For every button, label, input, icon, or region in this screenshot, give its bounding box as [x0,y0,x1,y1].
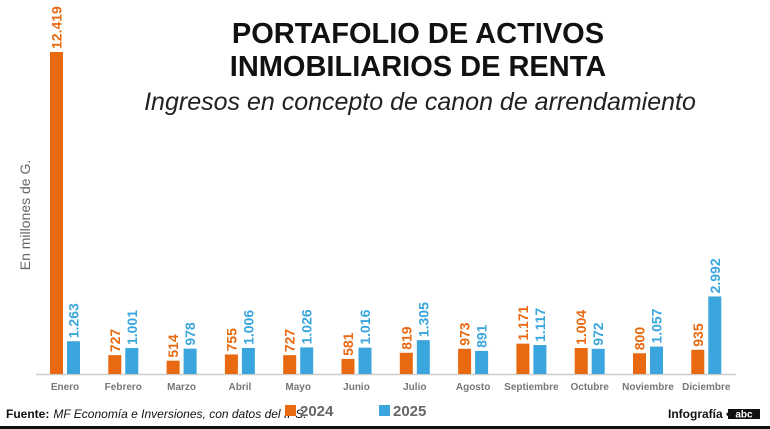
bar-2024-agosto [458,348,472,374]
source-text: MF Economía e Inversiones, con datos del… [53,407,306,421]
bar-2024-noviembre [633,353,646,374]
x-tick-label: Septiembre [504,382,559,393]
x-tick-label: Agosto [456,382,490,393]
bar-2025-julio [416,340,430,374]
chart-title-line-2: INMOBILIARIOS DE RENTA [230,51,607,83]
legend-swatch-2025 [379,405,390,416]
chart-title-line-1: PORTAFOLIO DE ACTIVOS [232,18,604,50]
x-tick-label: Marzo [167,382,196,393]
data-label-2025-diciembre: 2.992 [707,258,723,293]
data-label-2025-mayo: 1.026 [299,309,315,344]
bar-2025-junio [358,347,372,374]
legend-label-2025: 2025 [393,403,426,420]
data-label-2025-octubre: 972 [590,322,606,346]
x-tick-label: Mayo [285,382,311,393]
bar-2025-enero [67,341,80,374]
abc-logo: abc [728,409,760,421]
x-tick-label: Abril [229,382,252,393]
data-label-2024-noviembre: 800 [632,327,648,351]
source: Fuente: MF Economía e Inversiones, con da… [6,407,307,421]
x-tick-label: Febrero [105,382,142,393]
data-label-2025-abril: 1.006 [240,310,256,345]
data-label-2025-marzo: 978 [182,322,198,346]
bar-2024-mayo [283,355,297,374]
bottom-rule [0,426,770,429]
bar-2025-abril [241,347,255,374]
data-label-2024-abril: 755 [223,328,239,352]
data-label-2024-octubre: 1.004 [573,310,589,345]
chart-subtitle: Ingresos en concepto de canon de arrenda… [144,88,696,116]
data-label-2024-mayo: 727 [282,329,298,353]
x-tick-label: Noviembre [622,382,674,393]
bar-2024-abril [224,354,238,374]
data-label-2025-noviembre: 1.057 [649,308,665,343]
bar-2024-diciembre [691,349,705,374]
x-tick-label: Enero [51,382,79,393]
data-label-2024-diciembre: 935 [690,323,706,347]
data-label-2024-febrero: 727 [107,329,123,353]
credit: Infografía • [668,407,730,421]
data-label-2024-julio: 819 [398,326,414,350]
data-label-2025-agosto: 891 [474,324,490,348]
source-label: Fuente: [6,407,49,421]
bar-2024-junio [341,358,355,374]
x-tick-label: Julio [403,382,426,393]
data-label-2024-enero: 12.419 [49,6,65,49]
data-label-2024-junio: 581 [340,332,356,356]
bar-2025-mayo [300,347,314,374]
data-label-2025-septiembre: 1.117 [532,308,548,342]
data-label-2024-agosto: 973 [457,322,473,346]
bar-2024-julio [399,352,413,374]
data-label-2025-junio: 1.016 [357,309,373,344]
bar-2025-agosto [475,350,489,374]
legend-swatch-2024 [285,405,296,416]
svg-text:abc: abc [735,410,753,421]
data-label-2024-septiembre: 1.171 [515,305,531,340]
x-tick-label: Junio [343,382,370,393]
bar-2025-octubre [591,348,605,374]
data-label-2025-febrero: 1.001 [124,310,140,345]
bar-2025-diciembre [708,296,722,374]
legend-label-2024: 2024 [300,403,334,420]
bar-2025-septiembre [533,345,547,374]
x-tick-label: Diciembre [682,382,731,393]
bar-2024-febrero [108,355,122,374]
bar-2025-noviembre [650,346,663,374]
data-label-2025-julio: 1.305 [415,302,431,337]
data-label-2024-marzo: 514 [165,334,181,358]
bar-2025-febrero [125,348,139,374]
x-tick-label: Octubre [571,382,610,393]
bar-2024-enero [50,52,63,374]
bar-2024-marzo [166,360,180,374]
bar-2024-octubre [574,347,588,374]
y-axis-label: En millones de G. [17,160,33,271]
bar-2024-septiembre [516,343,530,374]
bar-2025-marzo [183,348,197,374]
data-label-2025-enero: 1.263 [66,303,82,338]
